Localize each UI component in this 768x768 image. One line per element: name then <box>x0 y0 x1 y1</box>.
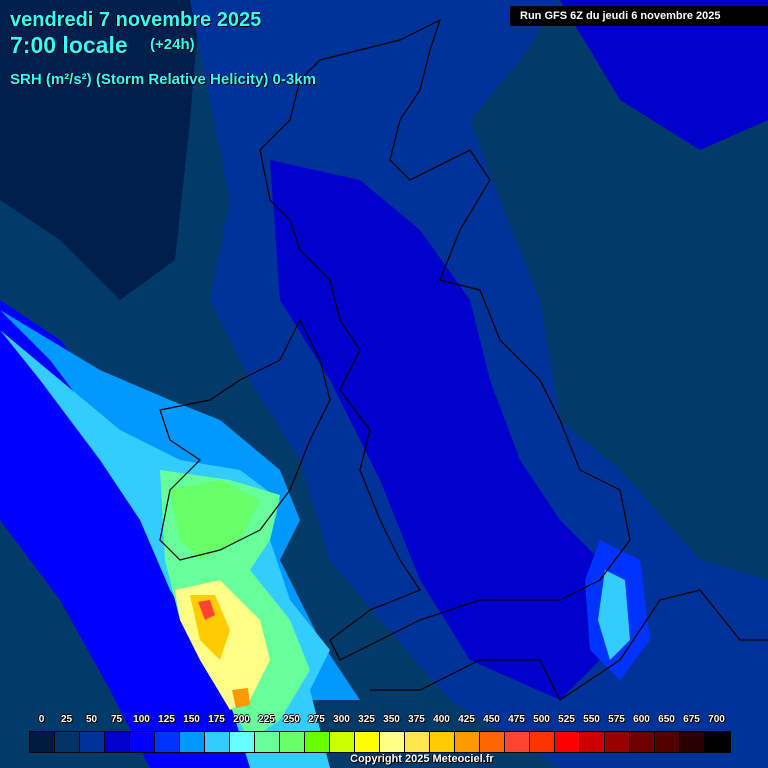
legend-swatch <box>305 732 330 752</box>
forecast-time: 7:00 locale <box>10 32 128 58</box>
srh-75-area-ne <box>560 0 768 150</box>
srh-375-area <box>190 595 230 660</box>
legend-label: 650 <box>658 714 675 725</box>
legend-swatch <box>255 732 280 752</box>
legend-label: 550 <box>583 714 600 725</box>
legend-label: 125 <box>158 714 175 725</box>
legend-swatch <box>580 732 605 752</box>
legend-swatch <box>180 732 205 752</box>
legend-label: 425 <box>458 714 475 725</box>
srh-400-core <box>232 688 250 708</box>
forecast-date: vendredi 7 novembre 2025 <box>10 9 262 31</box>
legend-swatch <box>480 732 505 752</box>
legend-label: 450 <box>483 714 500 725</box>
legend-label: 525 <box>558 714 575 725</box>
legend-swatch <box>630 732 655 752</box>
legend-swatch <box>155 732 180 752</box>
legend-label: 75 <box>110 714 123 725</box>
legend-swatch <box>655 732 680 752</box>
legend-swatch <box>55 732 80 752</box>
legend-label: 150 <box>183 714 200 725</box>
legend-swatch <box>505 732 530 752</box>
low-srh-area-west <box>0 0 200 300</box>
forecast-lead-time: (+24h) <box>150 36 195 53</box>
legend-label: 325 <box>358 714 375 725</box>
great-britain-coastline <box>259 18 631 661</box>
parameter-title: SRH (m²/s²) (Storm Relative Helicity) 0-… <box>10 71 316 88</box>
legend-swatch <box>205 732 230 752</box>
legend-swatch <box>105 732 130 752</box>
legend-label: 350 <box>383 714 400 725</box>
legend-labels: 0 25 50 75 100 125 150 175 200 225 250 275 300 325 350… <box>29 714 729 728</box>
legend-label: 475 <box>508 714 525 725</box>
legend-swatch <box>280 732 305 752</box>
legend-swatch <box>405 732 430 752</box>
srh-75-area <box>270 160 620 700</box>
ireland-coastline <box>159 318 331 561</box>
legend-swatch <box>680 732 705 752</box>
legend-swatch <box>330 732 355 752</box>
legend-swatch <box>380 732 405 752</box>
legend-label: 300 <box>333 714 350 725</box>
srh-475-core <box>198 600 215 620</box>
legend-swatch <box>555 732 580 752</box>
copyright: Copyright 2025 Meteociel.fr <box>350 753 494 765</box>
legend-label: 100 <box>133 714 150 725</box>
legend-label: 50 <box>85 714 98 725</box>
legend-label: 375 <box>408 714 425 725</box>
legend-label: 575 <box>608 714 625 725</box>
legend-swatch <box>605 732 630 752</box>
legend-label: 225 <box>258 714 275 725</box>
legend-label: 200 <box>233 714 250 725</box>
legend-swatch <box>130 732 155 752</box>
legend-label: 675 <box>683 714 700 725</box>
coastlines <box>159 18 768 701</box>
france-coastline <box>370 589 768 701</box>
legend-swatch <box>230 732 255 752</box>
legend-label: 700 <box>708 714 725 725</box>
srh-175-area-se <box>598 570 630 660</box>
legend-label: 250 <box>283 714 300 725</box>
color-legend <box>29 731 731 753</box>
legend-swatch <box>705 732 730 752</box>
legend-label: 275 <box>308 714 325 725</box>
legend-swatch <box>530 732 555 752</box>
legend-label: 500 <box>533 714 550 725</box>
srh-250-area-ireland <box>170 480 260 560</box>
legend-swatch <box>30 732 55 752</box>
legend-swatch <box>430 732 455 752</box>
legend-label: 600 <box>633 714 650 725</box>
legend-swatch <box>80 732 105 752</box>
legend-swatch <box>355 732 380 752</box>
legend-label: 400 <box>433 714 450 725</box>
legend-label: 175 <box>208 714 225 725</box>
legend-label: 25 <box>60 714 73 725</box>
legend-label: 0 <box>38 714 45 725</box>
run-info: Run GFS 6Z du jeudi 6 novembre 2025 <box>510 6 768 26</box>
legend-swatch <box>455 732 480 752</box>
